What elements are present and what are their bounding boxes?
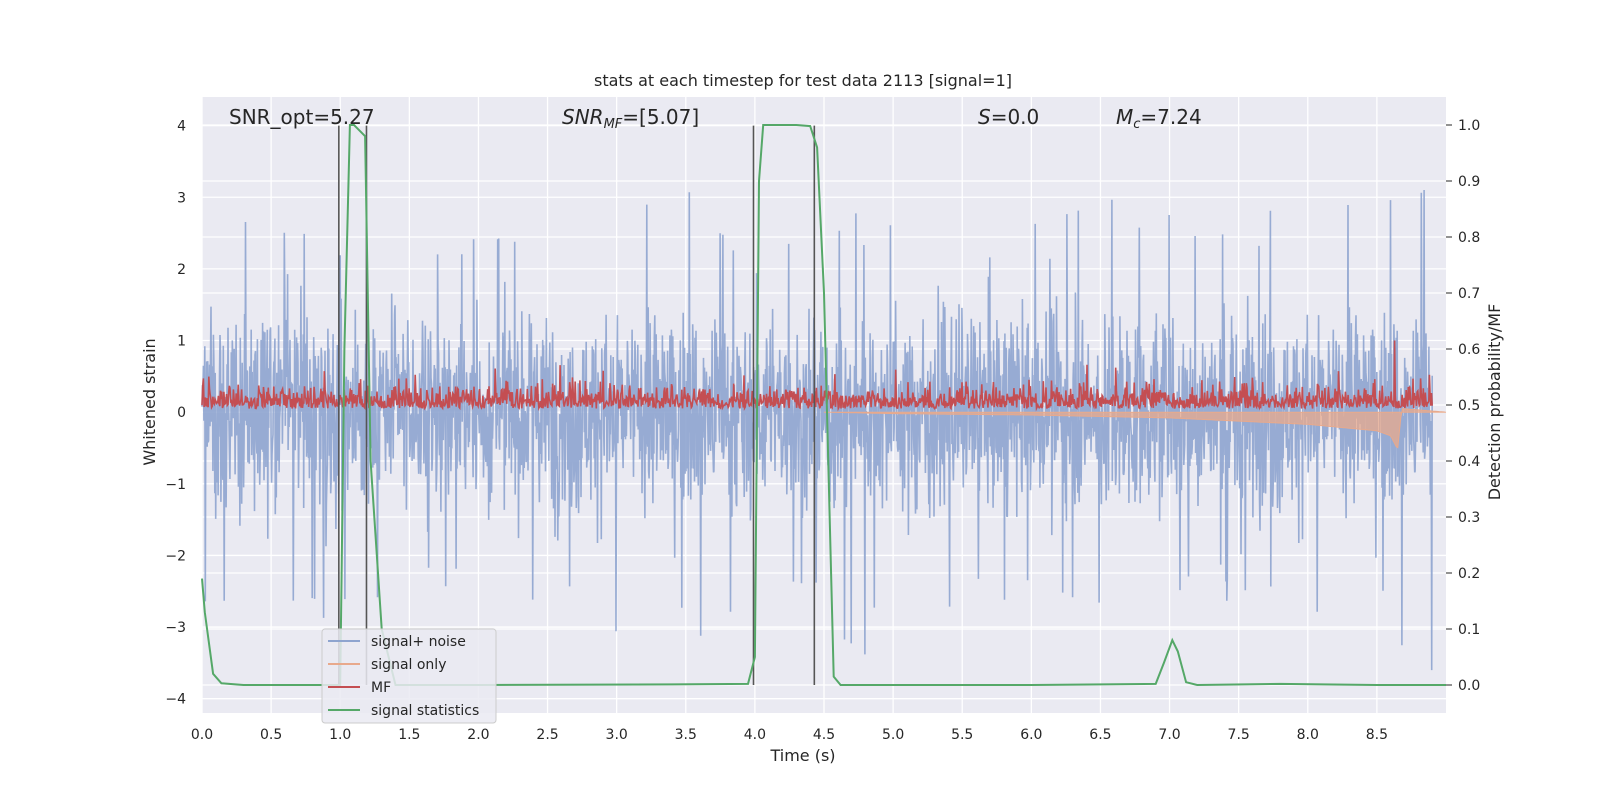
x-tick-label: 1.5: [398, 727, 420, 743]
x-tick-label: 3.0: [606, 727, 628, 743]
y-tick-label-right: 0.1: [1458, 622, 1480, 638]
x-tick-label: 2.5: [536, 727, 558, 743]
y-tick-label: 4: [177, 119, 186, 135]
y-tick-label: 2: [177, 262, 186, 278]
y-tick-label: 3: [177, 190, 186, 206]
legend-entry-mf: MF: [371, 680, 391, 696]
x-tick-label: 8.0: [1297, 727, 1319, 743]
x-tick-label: 5.5: [951, 727, 973, 743]
y-tick-label-right: 0.5: [1458, 398, 1480, 414]
y-tick-label-right: 0.4: [1458, 454, 1480, 470]
x-tick-label: 5.0: [882, 727, 904, 743]
annotation-snr-mf-sub: MF: [604, 117, 623, 132]
y-tick-label-right: 0.8: [1458, 230, 1480, 246]
legend-box: [321, 628, 497, 724]
series-layer: [201, 124, 1447, 687]
x-tick-label: 3.5: [675, 727, 697, 743]
x-tick-label: 0.0: [191, 727, 213, 743]
annotation-s: S=0.0: [978, 105, 1039, 129]
series-mf: [201, 340, 1433, 412]
ticks: 0.0 0.5 1.0 1.5 2.0 2.5 3.0 3.5 4.0 4.5 5.0 5.5 6.0 6…: [165, 118, 1480, 743]
annotation-snr-opt: SNR_opt=5.27: [229, 105, 375, 129]
x-tick-label: 7.0: [1158, 727, 1180, 743]
legend-entry-signal-only: signal only: [371, 657, 446, 673]
y-tick-label: −1: [165, 477, 186, 493]
y-tick-label: −3: [165, 620, 186, 636]
x-tick-label: 8.5: [1366, 727, 1388, 743]
y-tick-label-right: 0.6: [1458, 342, 1480, 358]
y-axis-label: Whitened strain: [140, 338, 159, 465]
x-tick-label: 4.5: [813, 727, 835, 743]
x-axis-label: Time (s): [769, 746, 835, 765]
y-tick-label: −2: [165, 548, 186, 564]
annotation-s-var: S: [978, 105, 991, 129]
x-tick-label: 7.5: [1228, 727, 1250, 743]
y-tick-label-right: 1.0: [1458, 118, 1480, 134]
annotation-mc-sub: c: [1133, 117, 1140, 132]
y-tick-label-right: 0.9: [1458, 174, 1480, 190]
y-tick-label: 1: [177, 334, 186, 350]
y-tick-label-right: 0.3: [1458, 510, 1480, 526]
series-signal-only: [824, 408, 1447, 449]
annotations: SNR_opt=5.27 SNRMF=[5.07] S=0.0 Mc=7.24: [229, 105, 1202, 132]
annotation-s-value: =0.0: [991, 105, 1040, 129]
x-tick-label: 2.0: [467, 727, 489, 743]
annotation-mc-main: M: [1116, 105, 1133, 129]
annotation-mc: Mc=7.24: [1116, 105, 1202, 132]
legend: signal+ noise signal only MF signal stat…: [321, 628, 497, 724]
legend-entry-signal-noise: signal+ noise: [371, 634, 466, 650]
y-tick-label: 0: [177, 405, 186, 421]
annotation-snr-mf-main: SNR: [562, 105, 604, 129]
annotation-snr-mf-value: =[5.07]: [622, 105, 699, 129]
y-tick-label: −4: [165, 692, 186, 708]
annotation-snr-mf: SNRMF=[5.07]: [562, 105, 699, 132]
x-tick-label: 6.5: [1089, 727, 1111, 743]
chart-title: stats at each timestep for test data 211…: [594, 71, 1012, 90]
legend-entry-signal-statistics: signal statistics: [371, 703, 479, 719]
annotation-mc-value: =7.24: [1140, 105, 1201, 129]
x-tick-label: 1.0: [329, 727, 351, 743]
y-axis-label-right: Detection probability/MF: [1485, 304, 1504, 501]
y-tick-label-right: 0.7: [1458, 286, 1480, 302]
x-tick-label: 0.5: [260, 727, 282, 743]
series-signal-statistics: [201, 124, 1446, 687]
x-tick-label: 6.0: [1020, 727, 1042, 743]
y-tick-label-right: 0.2: [1458, 566, 1480, 582]
x-tick-label: 4.0: [744, 727, 766, 743]
y-tick-label-right: 0.0: [1458, 678, 1480, 694]
